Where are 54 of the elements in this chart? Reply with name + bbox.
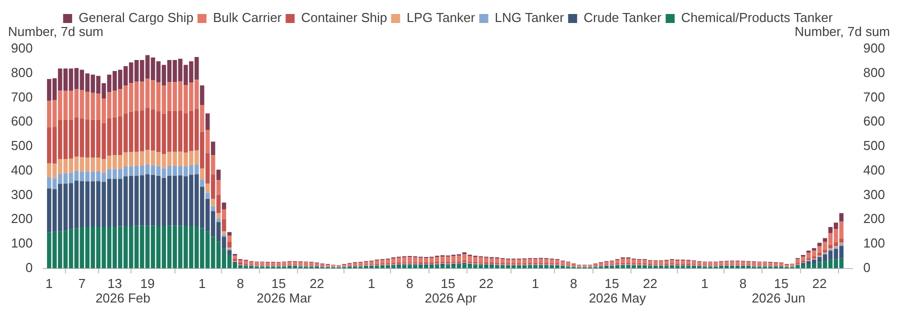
y-tick-label: 400	[10, 162, 33, 178]
y-tick-label: 500	[10, 138, 33, 154]
x-tick-label: 8	[406, 276, 414, 291]
x-tick-label: 22	[479, 276, 494, 291]
y-tick-label: 300	[10, 186, 33, 202]
x-tick-label: 1	[198, 276, 206, 291]
x-tick-label: 7	[78, 276, 86, 291]
x-tick-label: 8	[739, 276, 747, 291]
y-axis-title: Number, 7d sum	[8, 24, 104, 40]
x-tick-label: 15	[440, 276, 456, 291]
x-tick-label: 8	[570, 276, 578, 291]
y2-tick-label: 900	[863, 40, 886, 56]
x-tick-label: 1	[701, 276, 708, 291]
x-tick-label: 8	[236, 276, 244, 291]
y2-tick-label: 100	[863, 236, 886, 251]
y2-tick-label: 600	[863, 114, 886, 129]
x-tick-label: 22	[310, 276, 324, 291]
text: 2026 Mar	[256, 290, 312, 306]
y-tick-label: 0	[25, 260, 33, 275]
y2-tick-label: 700	[863, 89, 886, 104]
text: 2026 Jun	[752, 290, 806, 306]
y-tick-label: 700	[10, 89, 33, 104]
text: 2026 May	[588, 290, 646, 306]
legend-label: LNG Tanker	[494, 10, 565, 26]
text: 2026 Feb	[95, 290, 150, 306]
x-tick-label: 13	[107, 276, 122, 291]
y2-tick-label: 200	[863, 211, 886, 226]
x-tick-label: 15	[604, 276, 620, 291]
y2-tick-label: 800	[863, 64, 886, 80]
x-tick-label: 15	[271, 276, 286, 291]
legend-label: Chemical/Products Tanker	[681, 10, 834, 26]
x-tick-label: 22	[642, 276, 658, 291]
legend-label: Bulk Carrier	[213, 10, 282, 26]
y-tick-label: 100	[10, 236, 33, 251]
x-tick-label: 1	[368, 276, 376, 291]
legend-label: Crude Tanker	[584, 10, 662, 26]
y2-axis-title: Number, 7d sum	[794, 24, 890, 40]
y2-tick-label: 0	[863, 260, 871, 275]
y-tick-label: 600	[10, 114, 33, 129]
x-tick-label: 19	[140, 276, 155, 291]
x-tick-label: 1	[532, 276, 540, 291]
text: 2026 Apr	[424, 290, 478, 306]
y2-tick-label: 300	[863, 186, 886, 202]
y2-tick-label: 500	[863, 138, 886, 154]
y-tick-label: 200	[10, 211, 33, 226]
x-tick-label: 22	[812, 276, 827, 291]
legend-label: General Cargo Ship	[78, 10, 194, 26]
y2-tick-label: 400	[863, 162, 886, 178]
y-tick-label: 900	[10, 40, 33, 56]
legend-label: LPG Tanker	[406, 10, 476, 26]
x-tick-label: 1	[46, 276, 53, 291]
x-tick-label: 15	[774, 276, 789, 291]
y-tick-label: 800	[10, 64, 33, 80]
legend-label: Container Ship	[301, 10, 388, 26]
